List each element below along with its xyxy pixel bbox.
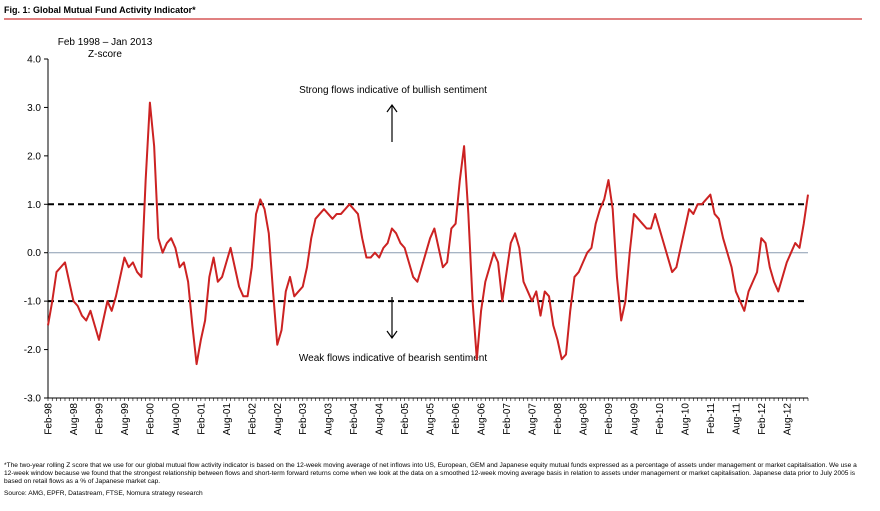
x-tick-label: Aug-03	[324, 403, 335, 436]
x-tick-label: Feb-99	[94, 403, 105, 435]
chart-title: Fig. 1: Global Mutual Fund Activity Indi…	[4, 5, 196, 15]
x-tick-label: Feb-11	[706, 403, 717, 434]
arrow	[386, 103, 398, 142]
y-tick-label: 3.0	[27, 103, 41, 114]
x-tick-label: Feb-01	[196, 403, 207, 435]
data-line	[47, 101, 809, 366]
x-tick-label: Aug-98	[69, 403, 80, 436]
x-tick-label: Aug-00	[171, 403, 182, 436]
x-tick-label: Feb-04	[349, 403, 360, 435]
annotation: Weak flows indicative of bearish sentime…	[299, 353, 487, 364]
x-tick-label: Feb-06	[451, 403, 462, 435]
x-tick-label: Aug-05	[426, 403, 437, 436]
x-tick-label: Feb-12	[757, 403, 768, 435]
x-tick-label: Aug-07	[528, 403, 539, 436]
x-tick-label: Aug-02	[273, 403, 284, 436]
y-tick-label: 2.0	[27, 151, 41, 162]
x-tick-label: Feb-02	[247, 403, 258, 435]
chart: Fig. 1: Global Mutual Fund Activity Indi…	[4, 5, 862, 436]
y-tick-label: -1.0	[24, 297, 42, 308]
x-tick-label: Feb-07	[502, 403, 513, 435]
x-tick-label: Feb-03	[298, 403, 309, 435]
x-tick-label: Feb-00	[145, 403, 156, 435]
y-tick-label: 4.0	[27, 55, 41, 66]
x-tick-label: Aug-04	[375, 403, 386, 436]
x-tick-label: Aug-09	[629, 403, 640, 436]
x-tick-label: Aug-11	[731, 403, 742, 435]
x-tick-label: Feb-98	[44, 403, 55, 435]
y-tick-label: 0.0	[27, 248, 41, 259]
chart-subtitle: Feb 1998 – Jan 2013	[58, 37, 153, 48]
x-tick-label: Aug-06	[477, 403, 488, 436]
source: Source: AMG, EPFR, Datastream, FTSE, Nom…	[4, 490, 203, 497]
x-tick-label: Feb-05	[400, 403, 411, 435]
footnote: *The two-year rolling Z score that we us…	[4, 462, 857, 485]
x-tick-label: Feb-08	[553, 403, 564, 435]
x-tick-label: Aug-08	[578, 403, 589, 436]
annotation: Strong flows indicative of bullish senti…	[299, 85, 487, 96]
arrow	[386, 297, 398, 340]
x-tick-label: Aug-99	[120, 403, 131, 436]
y-tick-label: -2.0	[24, 345, 42, 356]
y-axis-label: Z-score	[88, 49, 122, 60]
x-tick-label: Feb-09	[604, 403, 615, 435]
x-tick-label: Feb-10	[655, 403, 666, 435]
y-tick-label: 1.0	[27, 200, 41, 211]
x-tick-label: Aug-12	[782, 403, 793, 436]
x-tick-label: Aug-10	[680, 403, 691, 436]
x-tick-label: Aug-01	[222, 403, 233, 436]
y-tick-label: -3.0	[24, 394, 42, 405]
